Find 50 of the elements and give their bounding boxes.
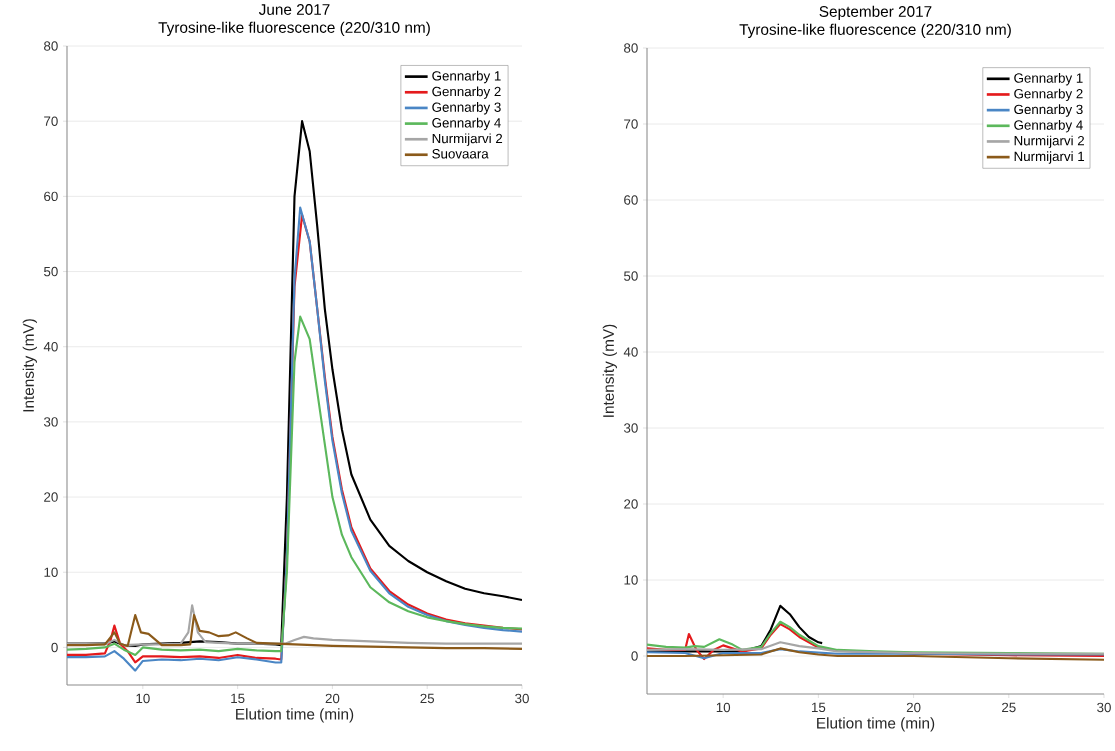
y-tick-label: 0 xyxy=(631,651,638,661)
legend-label: Gennarby 4 xyxy=(432,117,501,131)
y-tick-label: 10 xyxy=(624,575,638,585)
y-tick-label: 80 xyxy=(624,43,638,53)
legend-label: Suovaara xyxy=(432,149,489,159)
y-tick-label: 0 xyxy=(51,642,58,653)
chart-title: September 2017 xyxy=(819,5,932,20)
x-tick-label: 30 xyxy=(1097,702,1111,713)
chart-title: June 2017 xyxy=(258,4,330,15)
x-tick-label: 15 xyxy=(811,702,826,713)
legend-label: Gennarby 1 xyxy=(1014,72,1083,86)
y-tick-label: 30 xyxy=(623,423,638,433)
legend-label: Gennarby 4 xyxy=(1014,119,1083,133)
y-tick-label: 70 xyxy=(44,116,58,126)
x-tick-label: 25 xyxy=(420,693,435,704)
y-tick-label: 40 xyxy=(43,342,58,352)
y-tick-label: 80 xyxy=(44,41,58,51)
y-tick-label: 20 xyxy=(44,492,58,502)
x-axis-title: Elution time (min) xyxy=(817,717,935,732)
legend-label: Gennarby 2 xyxy=(1014,88,1083,102)
y-axis-title: Intensity (mV) xyxy=(602,324,617,417)
x-axis-title: Elution time (min) xyxy=(236,708,354,723)
legend-label: Nurmijarvi 2 xyxy=(432,133,503,146)
y-tick-label: 50 xyxy=(624,271,638,281)
chart-subtitle: Tyrosine-like fluorescence (220/310 nm) xyxy=(739,23,1011,38)
legend-label: Nurmijarvi 1 xyxy=(1014,151,1085,164)
x-tick-label: 25 xyxy=(1002,702,1016,713)
y-tick-label: 60 xyxy=(624,195,638,205)
y-tick-label: 70 xyxy=(624,119,638,129)
y-tick-label: 30 xyxy=(43,417,58,427)
x-tick-label: 15 xyxy=(231,693,245,704)
line-series xyxy=(67,315,522,656)
y-tick-label: 10 xyxy=(44,567,58,577)
legend-label: Gennarby 2 xyxy=(432,86,501,99)
y-tick-label: 20 xyxy=(624,499,638,509)
x-tick-label: 10 xyxy=(136,693,150,704)
legend-label: Gennarby 3 xyxy=(1014,104,1083,117)
x-tick-label: 10 xyxy=(716,702,731,713)
chart-subtitle: Tyrosine-like fluorescence (220/310 nm) xyxy=(158,21,430,36)
legend-label: Gennarby 1 xyxy=(432,70,501,84)
x-tick-label: 20 xyxy=(325,693,340,704)
y-tick-label: 60 xyxy=(44,191,58,202)
legend-label: Gennarby 3 xyxy=(432,102,501,115)
y-axis-title: Intensity (mV) xyxy=(22,319,37,412)
y-tick-label: 50 xyxy=(44,266,58,277)
x-tick-label: 30 xyxy=(515,693,529,704)
y-tick-label: 40 xyxy=(623,347,638,357)
x-tick-label: 20 xyxy=(906,702,921,713)
legend-label: Nurmijarvi 2 xyxy=(1014,135,1085,149)
line-series xyxy=(647,641,1104,655)
